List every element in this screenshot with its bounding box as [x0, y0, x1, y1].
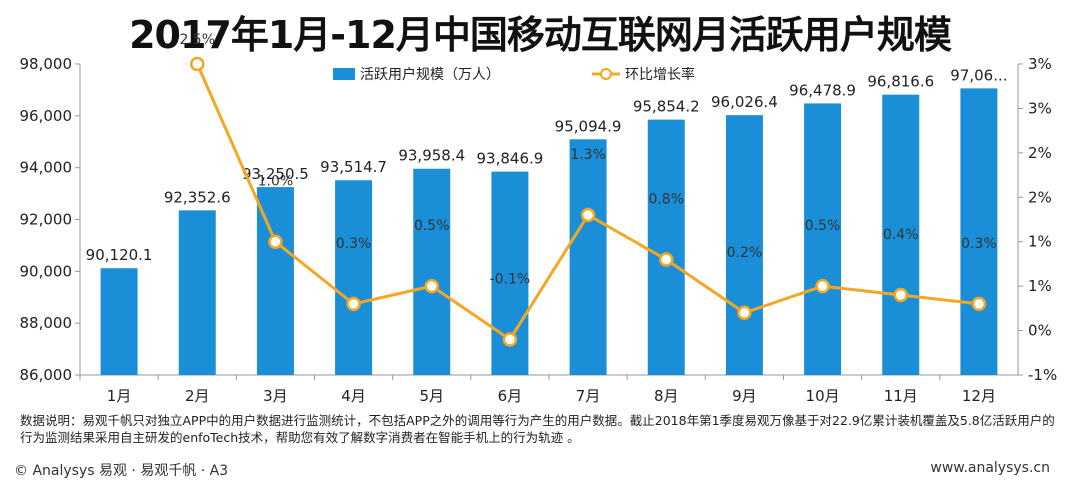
y-left-tick-label: 90,000 — [20, 262, 73, 280]
footer-copyright: © Analysys 易观 · 易观千帆 · A3 — [14, 463, 229, 479]
bar-value-label: 92,352.6 — [164, 188, 231, 206]
x-tick-label: 10月 — [806, 387, 840, 405]
footer-website: www.analysys.cn — [930, 460, 1050, 476]
chart-title: 2017年1月-12月中国移动互联网月活跃用户规模 — [129, 13, 952, 57]
growth-rate-label: 2.5% — [179, 32, 215, 48]
x-tick-label: 7月 — [576, 387, 601, 405]
x-tick-label: 9月 — [732, 387, 757, 405]
bar-value-label: 96,478.9 — [789, 81, 856, 99]
y-right-tick-label: 0% — [1028, 322, 1052, 340]
bar-value-label: 93,514.7 — [320, 158, 387, 176]
growth-rate-point — [893, 287, 908, 303]
x-tick-label: 4月 — [341, 387, 366, 405]
growth-rate-label: -0.1% — [490, 271, 531, 287]
bar-value-label: 96,026.4 — [711, 93, 778, 111]
y-right-tick-label: 2% — [1028, 144, 1052, 162]
growth-rate-point — [971, 296, 987, 312]
legend-line-marker — [600, 68, 612, 80]
x-tick-label: 12月 — [962, 387, 996, 405]
bar-3 — [256, 187, 294, 375]
growth-rate-label: 0.2% — [727, 245, 763, 261]
chart-area: 86,000 88,000 90,000 92,000 94,000 96,000 98,0… — [20, 32, 1058, 405]
y-right-tick-label: 1% — [1028, 277, 1052, 295]
y-right-tick-label: 3% — [1028, 55, 1052, 73]
data-note: 数据说明：易观千帆只对独立APP中的用户数据进行监测统计，不包括APP之外的调用… — [20, 413, 1055, 445]
growth-rate-label: 0.5% — [414, 218, 450, 234]
bar-value-label: 90,120.1 — [86, 246, 153, 264]
legend-line-label: 环比增长率 — [625, 66, 695, 83]
growth-rate-label: 1.3% — [570, 147, 606, 163]
growth-rate-label: 0.4% — [883, 227, 919, 243]
growth-rate-label: 0.3% — [336, 236, 372, 252]
y-left-tick-label: 86,000 — [20, 366, 73, 384]
y-left-tick-label: 96,000 — [20, 107, 73, 125]
bar-value-label: 93,958.4 — [398, 147, 465, 165]
y-right-tick-label: -1% — [1028, 366, 1057, 384]
bar-value-label: 97,06... — [950, 66, 1007, 84]
growth-rate-point — [190, 56, 205, 72]
y-right-tick-label: 2% — [1028, 188, 1052, 206]
growth-rate-point — [815, 278, 830, 294]
bar-7 — [569, 139, 607, 375]
growth-rate-point — [659, 252, 674, 267]
y-left-tick-label: 92,000 — [20, 211, 73, 229]
x-tick-label: 1月 — [107, 387, 132, 405]
y-right-tick-label: 1% — [1028, 233, 1052, 251]
y-right-tick-label: 3% — [1028, 99, 1052, 117]
bar-10 — [804, 103, 842, 375]
x-tick-label: 11月 — [884, 387, 918, 405]
growth-rate-point — [737, 305, 752, 321]
growth-rate-point — [580, 207, 596, 223]
bar-4 — [335, 180, 373, 375]
growth-rate-label: 0.5% — [805, 218, 841, 234]
x-tick-label: 6月 — [498, 387, 523, 405]
bar-5 — [413, 168, 451, 375]
y-left-tick-label: 88,000 — [20, 314, 73, 332]
bar-2 — [178, 210, 216, 375]
growth-rate-label: 1.0% — [258, 174, 294, 190]
x-tick-label: 8月 — [654, 387, 679, 405]
growth-rate-point — [268, 234, 283, 249]
x-tick-label: 5月 — [419, 387, 444, 405]
bar-11 — [882, 94, 920, 375]
legend-bar-swatch — [333, 68, 355, 80]
x-tick-label: 3月 — [263, 387, 288, 405]
growth-rate-point — [502, 332, 518, 347]
y-left-tick-label: 94,000 — [20, 159, 73, 177]
growth-rate-label: 0.3% — [961, 236, 997, 252]
bar-8 — [647, 119, 685, 375]
bar-value-label: 95,094.9 — [555, 117, 622, 135]
bar-1 — [100, 268, 138, 375]
bar-value-label: 95,854.2 — [633, 98, 700, 116]
bar-value-label: 93,846.9 — [477, 150, 544, 168]
x-tick-label: 2月 — [185, 387, 210, 405]
legend-bar-label: 活跃用户规模（万人） — [360, 66, 500, 83]
growth-rate-label: 0.8% — [648, 191, 684, 207]
growth-rate-point — [346, 296, 361, 312]
bar-9 — [725, 115, 763, 375]
bar-value-label: 96,816.6 — [867, 73, 934, 91]
growth-rate-point — [424, 278, 439, 294]
bar-value-label: 93,250.5 — [242, 165, 309, 183]
bar-12 — [960, 88, 998, 375]
y-left-tick-label: 98,000 — [20, 55, 73, 73]
